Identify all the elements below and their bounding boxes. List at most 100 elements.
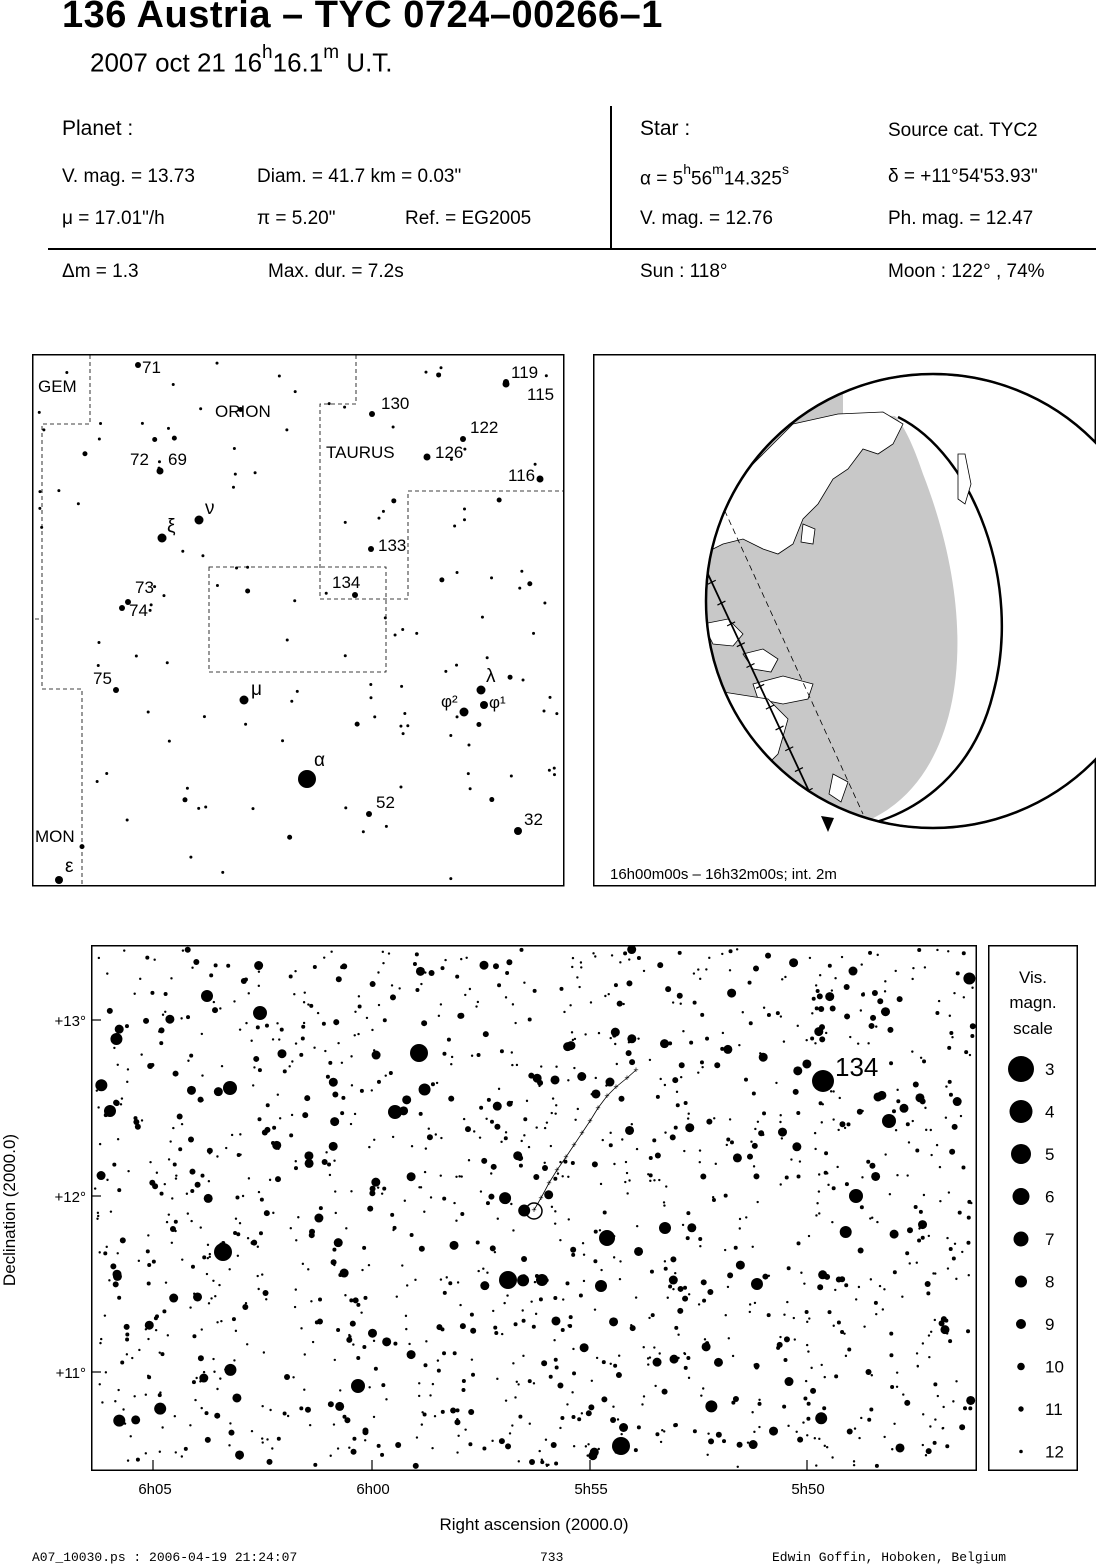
chart-star xyxy=(792,1316,796,1320)
chart-star xyxy=(229,1422,232,1425)
chart-star xyxy=(578,1293,583,1298)
chart-star xyxy=(562,1298,565,1301)
chart-star xyxy=(114,1400,117,1403)
chart-star xyxy=(698,1149,702,1152)
chart-star xyxy=(584,1445,588,1448)
chart-star xyxy=(574,1118,577,1121)
chart-star xyxy=(612,1256,616,1259)
chart-star xyxy=(239,1133,242,1136)
chart-star xyxy=(380,1192,384,1195)
chart-star xyxy=(849,1189,863,1203)
chart-star xyxy=(652,1357,662,1367)
chart-star xyxy=(204,1436,211,1443)
chart-star xyxy=(642,969,646,973)
chart-star xyxy=(545,1121,549,1124)
star-label: 69 xyxy=(168,450,187,469)
chart-star xyxy=(592,952,595,955)
chart-star xyxy=(682,1295,689,1302)
chart-star xyxy=(368,1386,371,1389)
chart-star xyxy=(257,970,261,973)
chart-star xyxy=(186,1085,196,1095)
chart-star xyxy=(751,1411,754,1414)
chart-star xyxy=(468,987,472,991)
chart-star xyxy=(176,1113,183,1120)
chart-star xyxy=(250,1240,255,1245)
chart-star xyxy=(663,1204,666,1207)
chart-star xyxy=(448,1095,455,1102)
chart-star xyxy=(193,1292,203,1302)
chart-star xyxy=(843,983,850,990)
finder-star xyxy=(82,451,88,457)
chart-star xyxy=(550,1205,554,1209)
path-tick xyxy=(707,579,717,585)
chart-star xyxy=(479,1190,483,1193)
track-mark: + xyxy=(554,1165,559,1175)
chart-star xyxy=(401,1264,404,1267)
chart-star xyxy=(109,1210,113,1213)
star-label: φ¹ xyxy=(489,693,506,712)
chart-star xyxy=(884,1153,887,1156)
chart-star xyxy=(871,1171,881,1181)
chart-star xyxy=(559,1238,562,1242)
chart-star xyxy=(353,1034,356,1037)
chart-star xyxy=(492,1309,495,1313)
legend-mag-label: 3 xyxy=(1045,1060,1054,1079)
finder-star xyxy=(552,766,556,770)
finder-star xyxy=(393,633,397,637)
chart-star xyxy=(911,1119,914,1123)
chart-star xyxy=(577,1071,587,1081)
chart-star xyxy=(550,1111,553,1115)
chart-star xyxy=(409,1233,414,1238)
chart-star xyxy=(100,1337,103,1341)
chart-star xyxy=(572,1347,575,1351)
chart-star xyxy=(119,1416,124,1421)
legend-mag-label: 5 xyxy=(1045,1145,1054,1164)
chart-star xyxy=(555,1065,558,1068)
chart-star xyxy=(101,1401,104,1404)
chart-star xyxy=(360,1311,363,1314)
chart-star xyxy=(619,961,622,964)
chart-star xyxy=(146,1281,151,1286)
chart-star xyxy=(207,1180,211,1183)
chart-star xyxy=(469,1312,474,1317)
chart-star xyxy=(302,1021,306,1025)
chart-star xyxy=(294,969,297,973)
chart-star xyxy=(418,1111,423,1116)
chart-star xyxy=(330,950,333,953)
chart-star xyxy=(180,1455,184,1458)
chart-star xyxy=(642,1395,646,1398)
chart-star xyxy=(259,1006,262,1010)
finder-star xyxy=(40,525,44,529)
chart-star xyxy=(353,1112,357,1116)
finder-star xyxy=(439,577,445,583)
y-tick: +12° xyxy=(55,1189,86,1206)
chart-star xyxy=(810,1036,815,1041)
sun-elongation: Sun : 118° xyxy=(640,261,728,282)
chart-star xyxy=(110,1263,117,1270)
chart-star xyxy=(576,976,579,979)
chart-star xyxy=(133,1116,138,1121)
chart-star xyxy=(824,1151,829,1156)
finder-star xyxy=(194,515,204,525)
chart-star xyxy=(668,1275,678,1285)
chart-star xyxy=(333,1238,343,1248)
chart-star xyxy=(471,1372,476,1377)
chart-star xyxy=(581,1242,585,1245)
chart-star xyxy=(836,1165,839,1169)
finder-star xyxy=(153,585,157,589)
chart-star xyxy=(702,1387,705,1390)
chart-star xyxy=(738,1227,741,1230)
chart-star xyxy=(921,1342,925,1345)
chart-star xyxy=(119,1103,123,1106)
chart-star xyxy=(540,1460,545,1465)
finder-star xyxy=(199,407,203,411)
chart-star xyxy=(616,1000,623,1007)
chart-star xyxy=(436,1368,441,1373)
chart-star xyxy=(402,1095,412,1105)
chart-star xyxy=(798,1160,802,1163)
chart-star xyxy=(685,1236,690,1241)
chart-star xyxy=(181,1258,184,1261)
chart-star xyxy=(464,1126,471,1133)
finder-star xyxy=(377,516,381,520)
chart-star xyxy=(652,1138,657,1143)
